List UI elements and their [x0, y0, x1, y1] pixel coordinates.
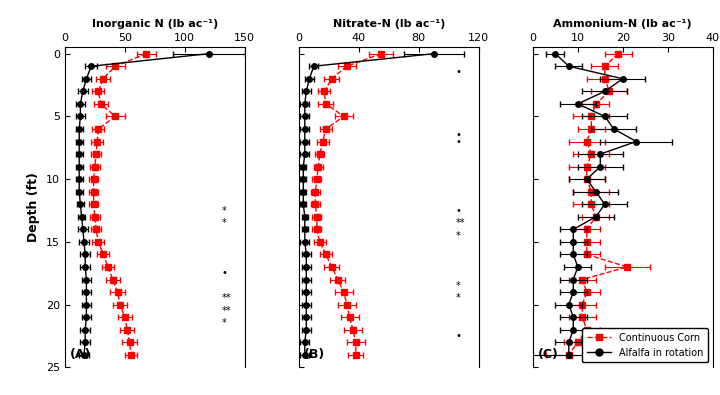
Text: (A): (A)	[71, 348, 91, 361]
Text: (C): (C)	[538, 348, 559, 361]
Text: *: *	[222, 205, 226, 216]
Text: •: •	[455, 130, 462, 140]
Text: **: **	[455, 218, 465, 228]
Text: •: •	[455, 137, 462, 147]
Title: Ammonium-N (lb ac⁻¹): Ammonium-N (lb ac⁻¹)	[554, 19, 692, 29]
Text: •: •	[222, 268, 228, 278]
Text: *: *	[222, 318, 226, 328]
Text: •: •	[455, 205, 462, 216]
Text: •: •	[455, 68, 462, 77]
Text: *: *	[455, 231, 460, 241]
Text: *: *	[455, 281, 460, 291]
Legend: Continuous Corn, Alfalfa in rotation: Continuous Corn, Alfalfa in rotation	[582, 328, 708, 363]
Title: Inorganic N (lb ac⁻¹): Inorganic N (lb ac⁻¹)	[91, 19, 218, 29]
Text: *: *	[455, 293, 460, 303]
Title: Nitrate-N (lb ac⁻¹): Nitrate-N (lb ac⁻¹)	[333, 19, 445, 29]
Text: (B): (B)	[304, 348, 325, 361]
Text: *: *	[222, 218, 226, 228]
Text: **: **	[222, 306, 231, 316]
Y-axis label: Depth (ft): Depth (ft)	[27, 173, 40, 242]
Text: **: **	[222, 293, 231, 303]
Text: •: •	[455, 331, 462, 341]
